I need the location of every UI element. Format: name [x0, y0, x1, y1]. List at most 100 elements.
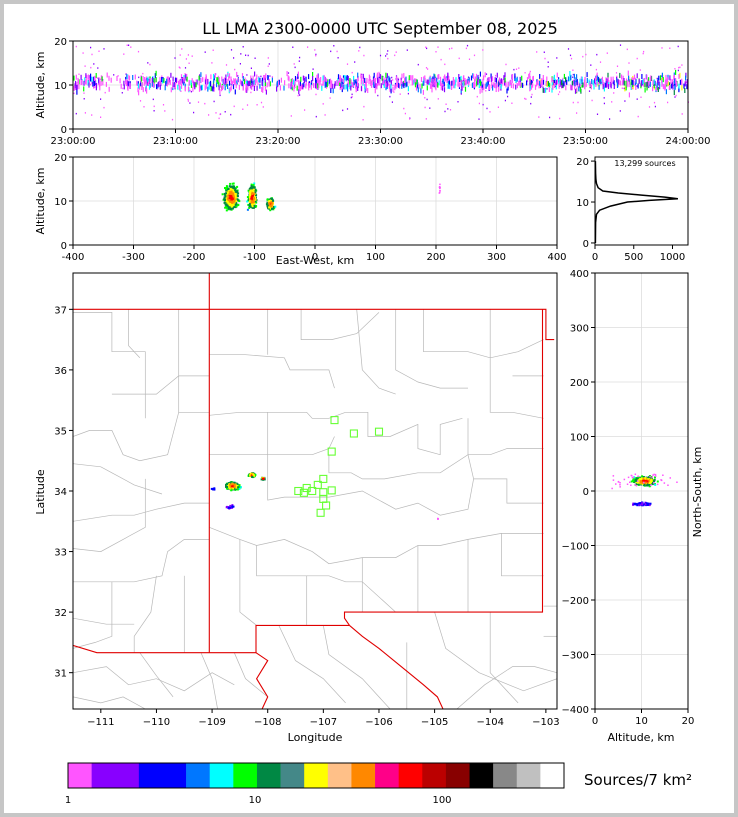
source-mark: [242, 108, 244, 110]
source-mark: [642, 79, 644, 85]
source-mark: [401, 73, 403, 79]
source-mark: [387, 50, 389, 52]
source-mark: [233, 105, 235, 108]
source-mark: [656, 483, 659, 486]
source-mark: [534, 84, 537, 90]
source-mark: [441, 82, 444, 88]
source-mark: [246, 87, 248, 93]
source-mark: [572, 73, 574, 76]
source-mark: [664, 79, 666, 85]
source-mark: [252, 184, 255, 187]
source-mark: [229, 207, 232, 210]
source-mark: [549, 116, 551, 119]
source-mark: [216, 82, 218, 88]
source-mark: [300, 84, 302, 90]
source-mark: [667, 81, 669, 87]
source-mark: [254, 198, 257, 201]
source-mark: [560, 79, 562, 85]
source-mark: [230, 190, 233, 193]
source-mark: [224, 188, 227, 191]
source-mark: [519, 76, 521, 82]
source-mark: [399, 93, 401, 95]
colorbar-swatch: [422, 763, 447, 788]
source-mark: [185, 58, 187, 60]
source-mark: [429, 77, 431, 83]
source-mark: [235, 83, 237, 89]
source-mark: [280, 77, 282, 83]
source-mark: [541, 78, 543, 84]
source-mark: [294, 66, 296, 69]
source-mark: [475, 73, 478, 79]
time-tick-label: 23:40:00: [461, 136, 506, 147]
source-mark: [98, 81, 101, 87]
source-mark: [649, 502, 652, 505]
source-mark: [339, 81, 341, 86]
source-mark: [479, 79, 481, 85]
colorbar-swatch: [469, 763, 494, 788]
source-mark: [240, 53, 242, 55]
source-mark: [233, 78, 235, 84]
source-mark: [433, 73, 435, 79]
lma-station-marker: [313, 480, 322, 489]
source-mark: [355, 79, 357, 85]
source-mark: [618, 79, 620, 85]
source-mark: [450, 85, 453, 90]
source-mark: [236, 483, 239, 486]
source-mark: [607, 84, 610, 89]
source-mark: [420, 88, 422, 94]
source-mark: [431, 76, 433, 82]
source-mark: [590, 84, 592, 90]
source-mark: [159, 84, 161, 90]
source-mark: [263, 75, 265, 80]
source-mark: [249, 473, 252, 476]
source-mark: [140, 76, 143, 82]
colorbar-label: Sources/7 km²: [584, 771, 692, 789]
source-mark: [224, 111, 226, 113]
source-mark: [430, 82, 432, 88]
source-mark: [90, 83, 92, 86]
source-mark: [631, 474, 633, 477]
state-border: [73, 624, 350, 654]
county-border: [73, 312, 146, 419]
source-mark: [308, 82, 310, 88]
source-mark: [547, 81, 549, 87]
source-mark: [558, 83, 560, 89]
source-mark: [153, 110, 155, 112]
source-mark: [616, 78, 618, 84]
source-mark: [322, 80, 324, 86]
source-mark: [648, 80, 650, 86]
source-mark: [225, 74, 227, 80]
source-mark: [663, 482, 666, 484]
source-mark: [224, 80, 226, 85]
source-mark: [458, 82, 460, 88]
source-mark: [441, 83, 443, 88]
source-mark: [272, 207, 275, 210]
source-mark: [591, 99, 593, 102]
source-mark: [419, 83, 421, 89]
source-mark: [250, 67, 252, 69]
source-mark: [628, 62, 630, 64]
source-mark: [567, 48, 570, 50]
source-mark: [172, 76, 174, 82]
longitude-tick-label: −103: [532, 717, 559, 728]
source-mark: [346, 108, 349, 110]
source-mark: [437, 82, 439, 88]
source-mark: [628, 75, 630, 81]
source-mark: [322, 75, 324, 81]
source-mark: [236, 185, 239, 188]
source-mark: [259, 77, 261, 83]
source-mark: [284, 80, 286, 86]
source-mark: [388, 75, 390, 81]
source-mark: [225, 204, 228, 207]
source-mark: [361, 76, 363, 81]
source-mark: [238, 484, 241, 487]
source-mark: [573, 73, 575, 79]
source-mark: [514, 73, 516, 79]
source-mark: [458, 74, 460, 79]
source-mark: [646, 503, 649, 506]
source-mark: [136, 80, 138, 86]
source-mark: [619, 44, 622, 46]
source-mark: [90, 46, 92, 49]
source-mark: [579, 78, 581, 84]
source-mark: [256, 104, 258, 106]
